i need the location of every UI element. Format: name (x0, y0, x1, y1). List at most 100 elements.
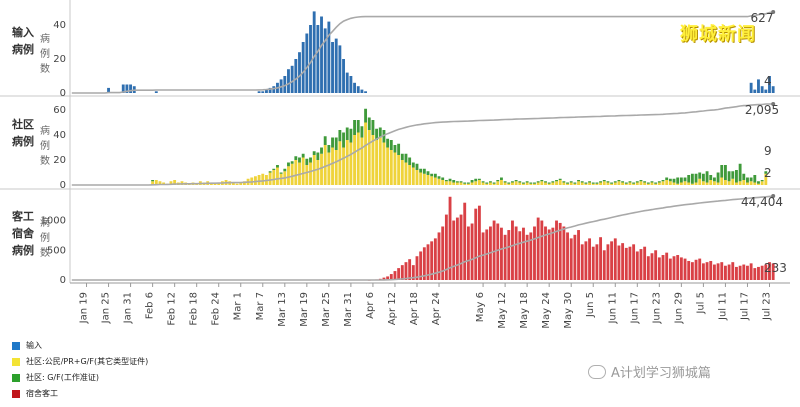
bar (353, 135, 356, 185)
bar (364, 91, 368, 93)
bar (415, 170, 419, 185)
legend-label: 输入 (26, 341, 42, 350)
bar (569, 238, 573, 280)
bar (551, 227, 555, 280)
bar (624, 183, 628, 185)
bar (268, 171, 272, 173)
y-tick-label: 60 (53, 105, 66, 116)
bar (107, 87, 110, 93)
panel-label: 病例 (12, 42, 34, 56)
bar (331, 137, 334, 148)
bar (514, 181, 518, 185)
bar (151, 181, 155, 185)
bar (757, 183, 760, 185)
x-tick-label: Apr 18 (409, 292, 420, 325)
bar (676, 183, 680, 185)
bar (254, 176, 257, 185)
bar (731, 178, 735, 185)
bar (235, 183, 239, 185)
bar (613, 182, 617, 185)
legend-item-community-workpass[interactable]: 社区: G/F(工作准证) (12, 372, 99, 383)
bar (367, 117, 371, 130)
x-tick-label: Mar 1 (233, 292, 244, 320)
bar (430, 241, 434, 280)
bar (360, 126, 364, 138)
panel-sublabel: 病 (40, 124, 50, 137)
bar (492, 182, 496, 184)
bar (716, 182, 720, 185)
bar (459, 181, 463, 183)
bar (522, 227, 525, 280)
bar (342, 59, 345, 93)
bar (635, 182, 639, 185)
legend-item-community-citizen[interactable]: 社区:公民/PR+G/F(其它类型证件) (12, 356, 148, 367)
bar (540, 181, 544, 185)
bar (716, 172, 720, 183)
bar (411, 162, 415, 168)
bar (378, 137, 382, 185)
bar (452, 180, 456, 183)
bar (294, 156, 298, 160)
bar (661, 181, 665, 185)
bar (400, 153, 404, 160)
bar (342, 147, 345, 185)
cumulative-total-label: 2,095 (745, 103, 779, 117)
bar (555, 181, 558, 185)
legend-label: 社区:公民/PR+G/F(其它类型证件) (26, 357, 149, 366)
bar (720, 177, 724, 185)
bar (522, 183, 525, 185)
bar (558, 178, 562, 180)
bar (683, 258, 687, 280)
panel-label: 社区 (11, 117, 34, 131)
bar (650, 181, 654, 183)
bar (742, 173, 746, 180)
panel-label: 病例 (12, 243, 34, 257)
bar (558, 180, 562, 185)
bar (683, 181, 687, 185)
y-tick-label: 1000 (41, 216, 66, 227)
panel-sublabel: 病 (40, 216, 50, 229)
bar (231, 182, 235, 185)
bar (481, 182, 485, 185)
bar (455, 217, 459, 280)
bar (705, 182, 709, 185)
bar (724, 165, 727, 180)
legend-item-dorm[interactable]: 宿舍客工 (12, 388, 58, 399)
bar (709, 175, 713, 180)
bar (610, 183, 614, 185)
bar (735, 266, 738, 280)
bar (386, 276, 390, 280)
y-tick-label: 40 (53, 130, 66, 141)
bar (690, 262, 694, 280)
bar (562, 181, 566, 183)
bar (272, 168, 276, 170)
bar (591, 183, 595, 185)
bar (643, 246, 647, 280)
bar (646, 256, 650, 280)
bar (242, 181, 246, 185)
bar (345, 72, 349, 93)
bar (588, 238, 591, 280)
bar (621, 181, 625, 183)
bar (771, 86, 775, 93)
bar (466, 183, 470, 185)
bar (129, 84, 133, 93)
bar (389, 140, 393, 150)
legend-item-import[interactable]: 输入 (12, 340, 42, 351)
bar (705, 171, 709, 183)
bar (709, 260, 713, 280)
x-tick-label: Apr 6 (365, 292, 376, 319)
bar (624, 247, 628, 280)
x-tick-label: Jun 5 (585, 292, 596, 318)
bar (599, 181, 603, 183)
bar (389, 150, 393, 185)
bar (349, 76, 353, 93)
bar (547, 183, 551, 185)
bar (602, 181, 606, 185)
bar (437, 232, 441, 280)
bar (261, 173, 265, 185)
bar (533, 182, 536, 184)
bar (474, 181, 478, 185)
bar (386, 138, 390, 148)
panel-label: 宿舍 (12, 226, 35, 240)
